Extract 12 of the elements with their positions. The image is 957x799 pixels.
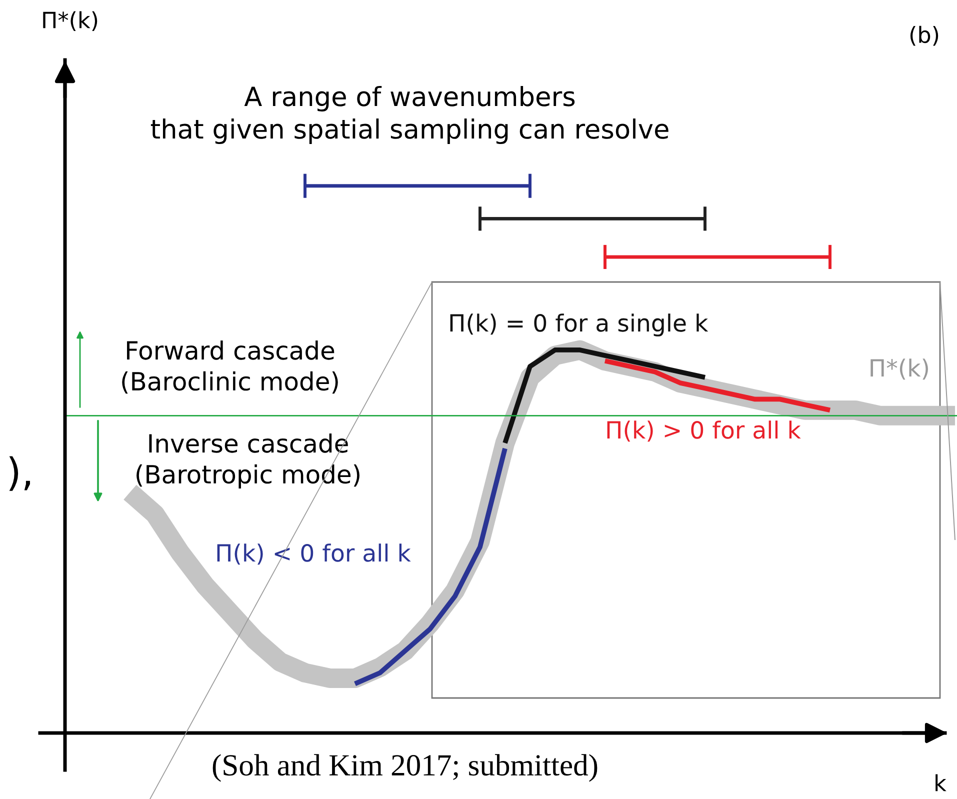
series-label: Π(k) > 0 for all k	[607, 420, 801, 442]
annotation: Inverse cascade (Barotropic mode)	[136, 433, 360, 489]
x-axis-title: k	[936, 774, 946, 792]
chart-title: (b)	[910, 26, 938, 46]
series-label: Π*(k)	[870, 358, 928, 380]
text: ),	[9, 456, 30, 491]
annotation: Forward cascade (Baroclinic mode)	[122, 340, 338, 394]
series-label: Π(k) = 0 for a single k	[450, 314, 708, 336]
text: Π*(k)	[43, 11, 98, 32]
text: Π(k) < 0 for all k	[217, 544, 411, 565]
text: (Soh and Kim 2017; submitted)	[212, 754, 598, 782]
text: A range of wavenumbers that given spatial sampling can resolve	[150, 86, 668, 144]
